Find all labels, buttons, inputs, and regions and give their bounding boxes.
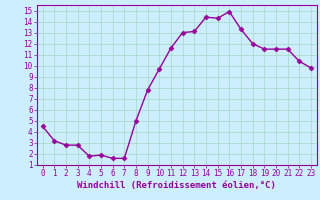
X-axis label: Windchill (Refroidissement éolien,°C): Windchill (Refroidissement éolien,°C) [77, 181, 276, 190]
